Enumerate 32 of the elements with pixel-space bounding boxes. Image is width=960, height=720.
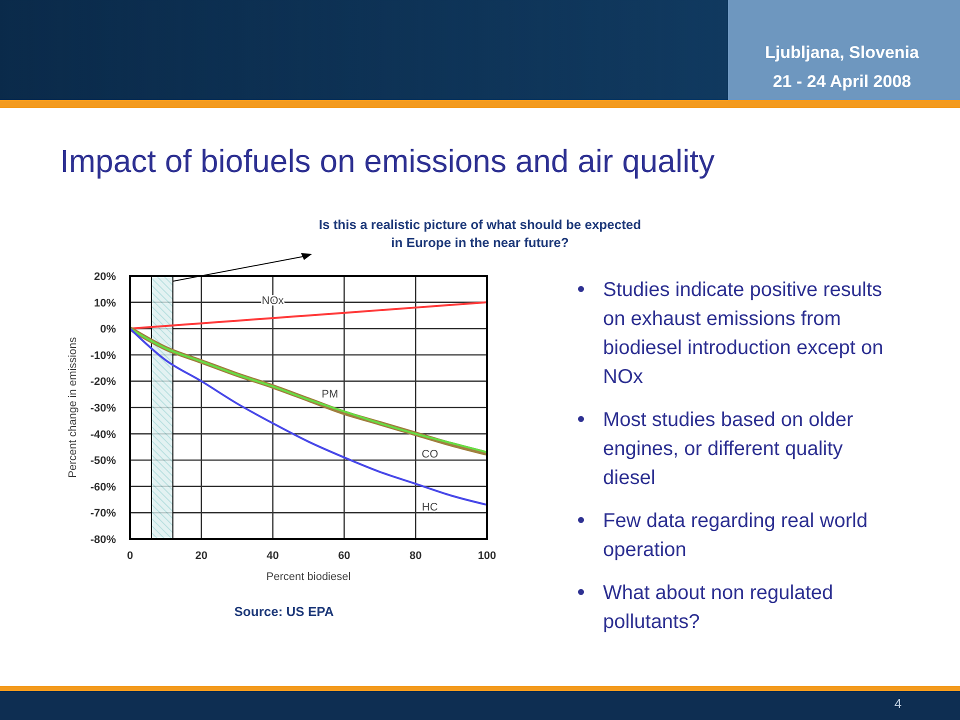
y-tick-label: -60% [90, 481, 116, 494]
annotation: Is this a realistic picture of what should be expected in Europe in the near future? [318, 217, 642, 250]
text: Ljubljana, Slovenia [765, 43, 920, 62]
source-note: Source: US EPA [234, 604, 334, 619]
text: Studies indicate positive results on exhaust emissions from biodiesel introduction except on NOx [603, 279, 884, 388]
y-axis-title: Percent change in emissions [67, 336, 79, 478]
chart-title: Impact of biofuels on emissions and air quality [60, 143, 715, 179]
x-tick-label: 40 [266, 550, 279, 562]
text: 4 [894, 696, 902, 711]
x-tick-label: 20 [195, 550, 208, 562]
text: What about non regulated pollutants? [603, 582, 834, 633]
y-tick-label: 20% [94, 271, 116, 283]
y-tick-label: -30% [90, 402, 116, 414]
y-tick-label: 0% [100, 324, 116, 336]
series-label: HC [422, 502, 438, 514]
y-tick-label: -50% [90, 455, 116, 468]
text: Few data regarding real world operation [603, 510, 868, 561]
x-tick-label: 80 [409, 550, 422, 562]
y-tick-label: 10% [94, 297, 116, 310]
text: 21 - 24 April 2008 [772, 72, 912, 91]
series-label: CO [422, 448, 439, 460]
y-tick-label: -20% [90, 376, 116, 388]
y-tick-label: -80% [90, 534, 116, 546]
text: Most studies based on older engines, or different quality diesel [603, 409, 854, 489]
y-tick-label: -40% [90, 428, 116, 441]
x-tick-label: 60 [338, 550, 350, 562]
series-label: PM [322, 388, 338, 400]
x-tick-label: 100 [478, 550, 496, 562]
y-tick-label: -70% [90, 508, 116, 520]
x-axis-title: Percent biodiesel [266, 571, 351, 583]
y-tick-label: -10% [90, 350, 116, 362]
x-tick-label: 0 [126, 550, 134, 562]
